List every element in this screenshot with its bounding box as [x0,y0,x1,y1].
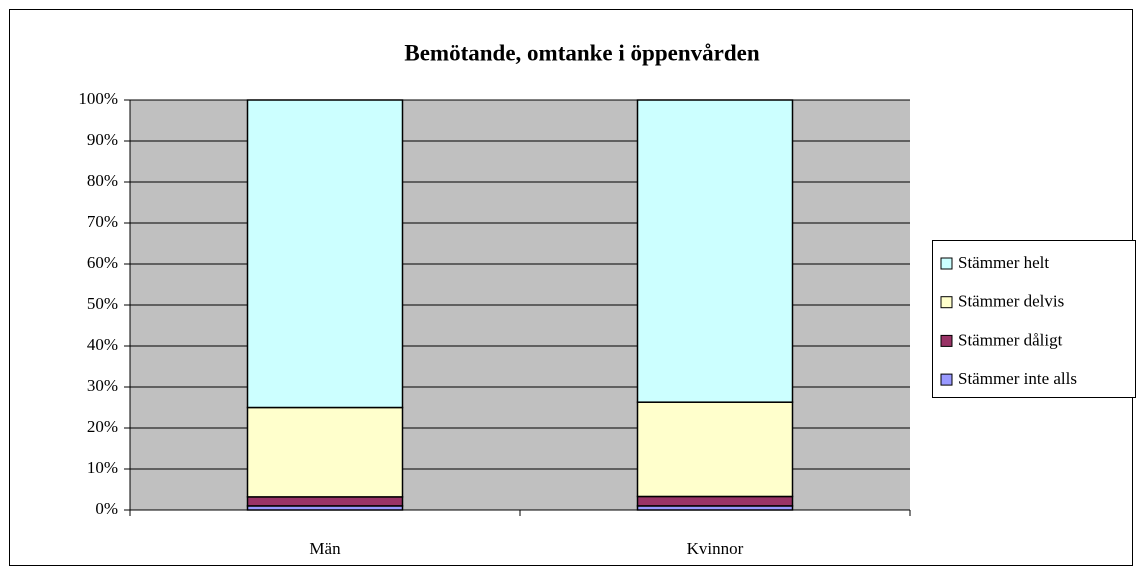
y-tick-label: 10% [87,458,118,477]
chart-title: Bemötande, omtanke i öppenvården [404,40,759,65]
y-tick-label: 90% [87,130,118,149]
bar-segment [636,495,794,507]
y-tick-label: 40% [87,335,118,354]
legend-label: Stämmer dåligt [958,330,1063,349]
x-tick-label: Kvinnor [687,539,744,558]
y-tick-label: 50% [87,294,118,313]
y-tick-label: 70% [87,212,118,231]
legend-swatch [940,257,953,270]
legend-swatch [940,296,953,309]
y-tick-label: 100% [78,89,118,108]
bar-segment [246,406,404,498]
legend-swatch [940,334,953,347]
x-tick-label: Män [309,539,341,558]
legend-label: Stämmer helt [958,253,1049,272]
y-tick-label: 80% [87,171,118,190]
y-tick-label: 30% [87,376,118,395]
bar-segment [636,401,794,498]
y-tick-label: 0% [95,499,118,518]
bar-segment [636,99,794,403]
y-tick-label: 20% [87,417,118,436]
legend-box [932,240,1136,398]
legend-label: Stämmer inte alls [958,369,1077,388]
legend-label: Stämmer delvis [958,292,1064,311]
legend-swatch [940,373,953,386]
bar-segment [246,99,404,409]
y-tick-label: 60% [87,253,118,272]
bar-segment [246,496,404,507]
